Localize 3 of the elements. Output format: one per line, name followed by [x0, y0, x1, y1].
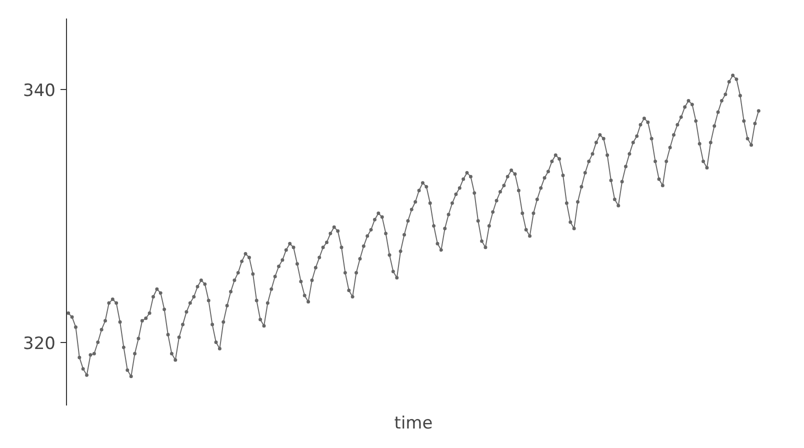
x-axis-title: time — [394, 414, 433, 434]
y-tick-label: 340 — [23, 80, 56, 101]
y-tick-label: 320 — [23, 334, 56, 354]
